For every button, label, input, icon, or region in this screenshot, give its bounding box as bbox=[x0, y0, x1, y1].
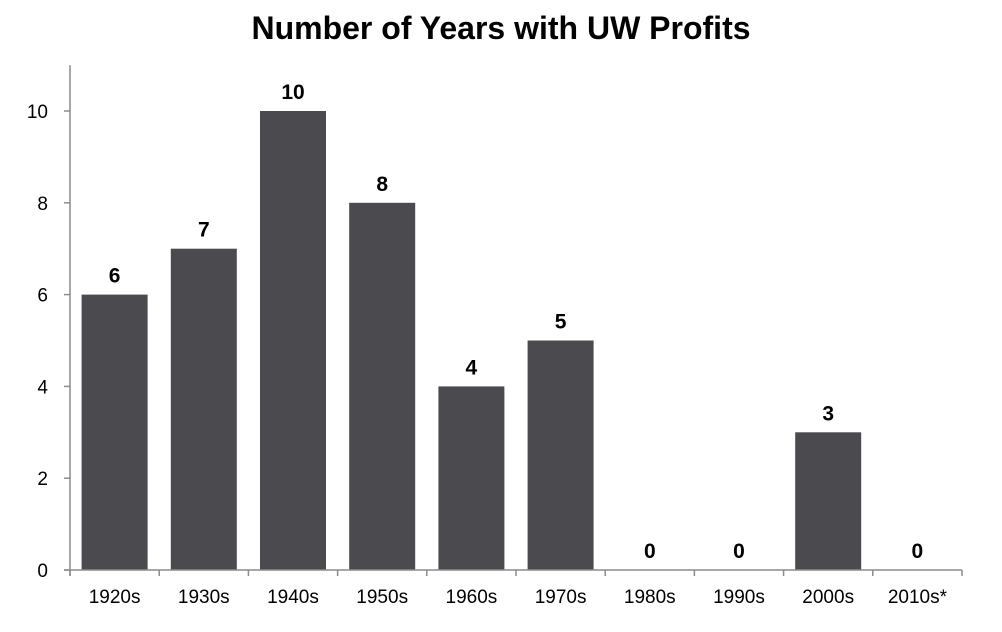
labels-layer: 0 2 4 6 8 10 6 1920s 7 1930s 10 1940s 8 1950s 4 1960s 5 1… bbox=[27, 81, 948, 608]
data-label: 10 bbox=[281, 81, 304, 104]
bar-1940s bbox=[260, 111, 326, 570]
x-tick-label: 1980s bbox=[624, 587, 676, 608]
x-tick-label: 1960s bbox=[446, 587, 498, 608]
x-tick-label: 1950s bbox=[356, 587, 408, 608]
y-tick-label: 10 bbox=[27, 102, 48, 123]
data-label: 8 bbox=[376, 173, 388, 196]
bar-1950s bbox=[349, 202, 416, 571]
x-tick-label: 2010s* bbox=[888, 587, 948, 608]
bars-layer bbox=[81, 111, 862, 571]
data-label: 7 bbox=[198, 219, 210, 242]
x-tick-label: 1940s bbox=[267, 587, 319, 608]
bar-1970s bbox=[527, 340, 594, 570]
x-tick-label: 1990s bbox=[713, 587, 765, 608]
x-tick-label: 1970s bbox=[535, 587, 587, 608]
bar-1930s bbox=[170, 248, 237, 570]
axes-layer bbox=[64, 65, 963, 576]
y-tick-label: 0 bbox=[37, 561, 48, 582]
x-tick-label: 2000s bbox=[802, 587, 854, 608]
y-tick-label: 4 bbox=[37, 377, 48, 398]
bar-1920s bbox=[81, 294, 148, 570]
data-label: 0 bbox=[733, 540, 745, 563]
y-tick-label: 6 bbox=[37, 286, 48, 307]
data-label: 3 bbox=[822, 402, 834, 425]
chart-title: Number of Years with UW Profits bbox=[251, 10, 751, 46]
data-label: 4 bbox=[466, 356, 478, 379]
y-tick-label: 8 bbox=[37, 194, 48, 215]
bar-2000s bbox=[795, 432, 862, 570]
data-label: 0 bbox=[912, 540, 924, 563]
data-label: 6 bbox=[109, 265, 121, 288]
x-tick-label: 1920s bbox=[89, 587, 141, 608]
x-tick-label: 1930s bbox=[178, 587, 230, 608]
bar-1960s bbox=[438, 386, 505, 570]
y-tick-label: 2 bbox=[37, 469, 48, 490]
data-label: 5 bbox=[555, 311, 567, 334]
data-label: 0 bbox=[644, 540, 656, 563]
